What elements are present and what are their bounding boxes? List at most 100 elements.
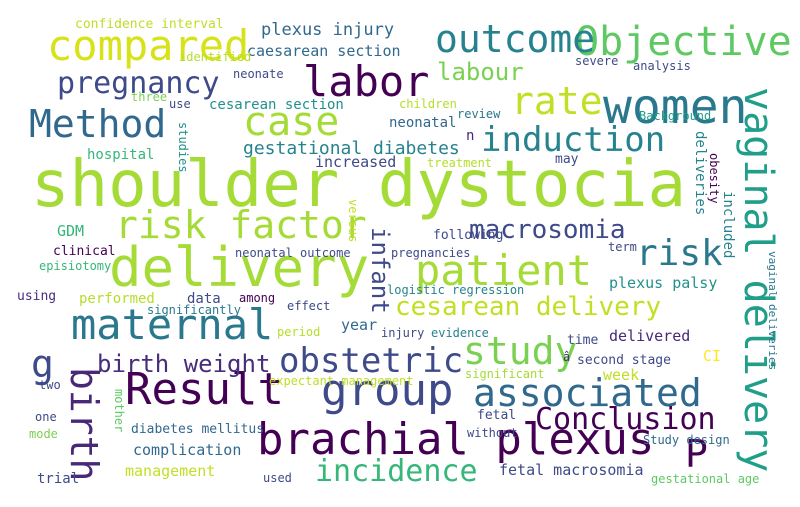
word-objective: Objective (575, 19, 792, 65)
word-obesity: obesity (707, 153, 721, 204)
word-background: Background (639, 109, 712, 123)
word-study-design: Study design (643, 433, 730, 447)
word-increased: increased (315, 153, 397, 171)
word-gdm: GDM (57, 222, 85, 240)
word-induction: induction (481, 120, 666, 160)
word-brachial-plexus: brachial plexus (257, 414, 655, 465)
word-neonatal: neonatal (389, 115, 457, 131)
word-group: group (321, 365, 454, 416)
word-three: three (131, 90, 168, 104)
word-evidence: evidence (431, 326, 489, 340)
word-labour: labour (437, 58, 524, 86)
word-cesarean-section: cesarean section (209, 97, 344, 113)
word-outcome: outcome (435, 17, 596, 61)
word-neonatal-outcome: neonatal outcome (235, 246, 351, 260)
word-method: Method (29, 102, 167, 146)
word-episiotomy: episiotomy (39, 259, 112, 273)
word-two: two (39, 378, 61, 392)
word-result: Result (125, 364, 284, 415)
word-diabetes-mellitus: diabetes mellitus (131, 422, 265, 437)
word-pregnancies: pregnancies (391, 246, 471, 260)
word-following: following (433, 228, 504, 243)
word-g: g (31, 342, 54, 386)
word-conclusion: Conclusion (535, 402, 716, 437)
word-plexus-injury: plexus injury (261, 20, 395, 40)
word-used: used (263, 471, 292, 485)
word-incidence: incidence (315, 454, 478, 489)
word-review: review (457, 107, 501, 121)
word-clinical: clinical (53, 244, 116, 259)
word-gestational-age: gestational age (651, 472, 760, 486)
word-rate: rate (511, 79, 603, 123)
word-complication: complication (133, 441, 242, 459)
word-vaginal-delivery: vaginal delivery (735, 87, 781, 473)
word-patient: patient (415, 246, 593, 295)
word-women: women (603, 79, 748, 135)
word-studies: studies (176, 122, 190, 173)
word-performed: performed (79, 291, 155, 307)
word-significant: significant (465, 367, 545, 381)
word-risk-factor: risk factor (115, 203, 367, 247)
word-shoulder-dystocia: shoulder dystocia (31, 148, 687, 222)
word-versus: versus (346, 199, 360, 243)
word-one: one (35, 410, 57, 424)
word-management: management (125, 462, 216, 480)
word-delivery: delivery (109, 236, 370, 299)
word-infant: infant (366, 227, 394, 314)
word-children: children (399, 97, 457, 111)
word-a-circumflex: â (563, 350, 571, 364)
word-without: without (467, 426, 518, 440)
word-included: included (720, 191, 736, 259)
word-birth-weight: birth weight (97, 350, 271, 378)
word-plexus-palsy: plexus palsy (609, 274, 718, 292)
word-year: year (341, 316, 378, 334)
word-n: n (466, 128, 475, 144)
word-gestational-diabetes: gestational diabetes (243, 138, 460, 159)
word-effect: effect (287, 299, 331, 313)
word-cloud: shoulder dystocia delivery brachial plex… (7, 7, 793, 493)
word-severe: severe (575, 54, 619, 68)
word-analysis: analysis (633, 59, 691, 73)
word-study: study (463, 329, 578, 373)
word-labor: labor (303, 57, 430, 106)
word-may: may (555, 152, 579, 167)
word-p: P (685, 432, 708, 476)
word-delivered: delivered (609, 327, 691, 345)
word-birth: birth (62, 367, 106, 482)
word-case: case (243, 99, 340, 145)
word-treatment: treatment (427, 156, 493, 170)
word-associated: associated (473, 371, 702, 415)
word-mother: mother (112, 389, 126, 433)
word-risk: risk (636, 233, 723, 274)
word-confidence-interval: confidence interval (75, 17, 224, 32)
word-maternal: maternal (71, 300, 274, 349)
word-neonate: neonate (233, 67, 284, 81)
word-macrosomia: macrosomia (469, 215, 626, 245)
word-deliveries: deliveries (692, 131, 708, 216)
word-week: week (603, 366, 640, 384)
word-caesarean-section: caesarean section (247, 42, 401, 60)
word-trial: trial (37, 471, 80, 487)
word-expectant-management: expectant management (269, 374, 414, 388)
word-injury: injury (381, 326, 425, 340)
word-term: term (608, 240, 637, 254)
word-pregnancy: pregnancy (57, 66, 220, 101)
word-fetal: fetal (477, 408, 517, 423)
word-identified: identified (179, 50, 252, 64)
word-time: time (567, 333, 599, 348)
word-logistic-regression: logistic regression (387, 283, 525, 297)
word-data: data (187, 291, 221, 307)
word-second-stage: second stage (577, 353, 671, 368)
word-significantly: significantly (147, 303, 241, 317)
word-period: period (277, 325, 321, 339)
word-mode: mode (29, 427, 58, 441)
word-ci: CI (703, 347, 722, 365)
word-cesarean-delivery: cesarean delivery (395, 292, 662, 322)
word-fetal-macrosomia: fetal macrosomia (499, 461, 644, 479)
word-using: using (17, 289, 57, 304)
word-among: among (239, 291, 276, 305)
word-vaginal-deliveries: vaginal deliveries (766, 251, 779, 371)
word-use: use (169, 97, 191, 111)
word-hospital: hospital (87, 147, 155, 163)
word-compared: compared (47, 21, 250, 70)
